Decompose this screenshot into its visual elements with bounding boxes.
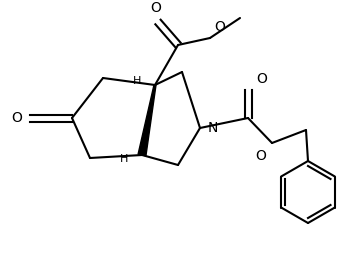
Text: O: O [151,1,161,15]
Text: N: N [208,121,218,135]
Text: O: O [214,20,225,34]
Polygon shape [138,85,156,156]
Text: H: H [133,76,141,86]
Text: O: O [11,111,22,125]
Text: H: H [120,154,128,164]
Text: O: O [256,72,267,86]
Text: O: O [255,149,266,163]
